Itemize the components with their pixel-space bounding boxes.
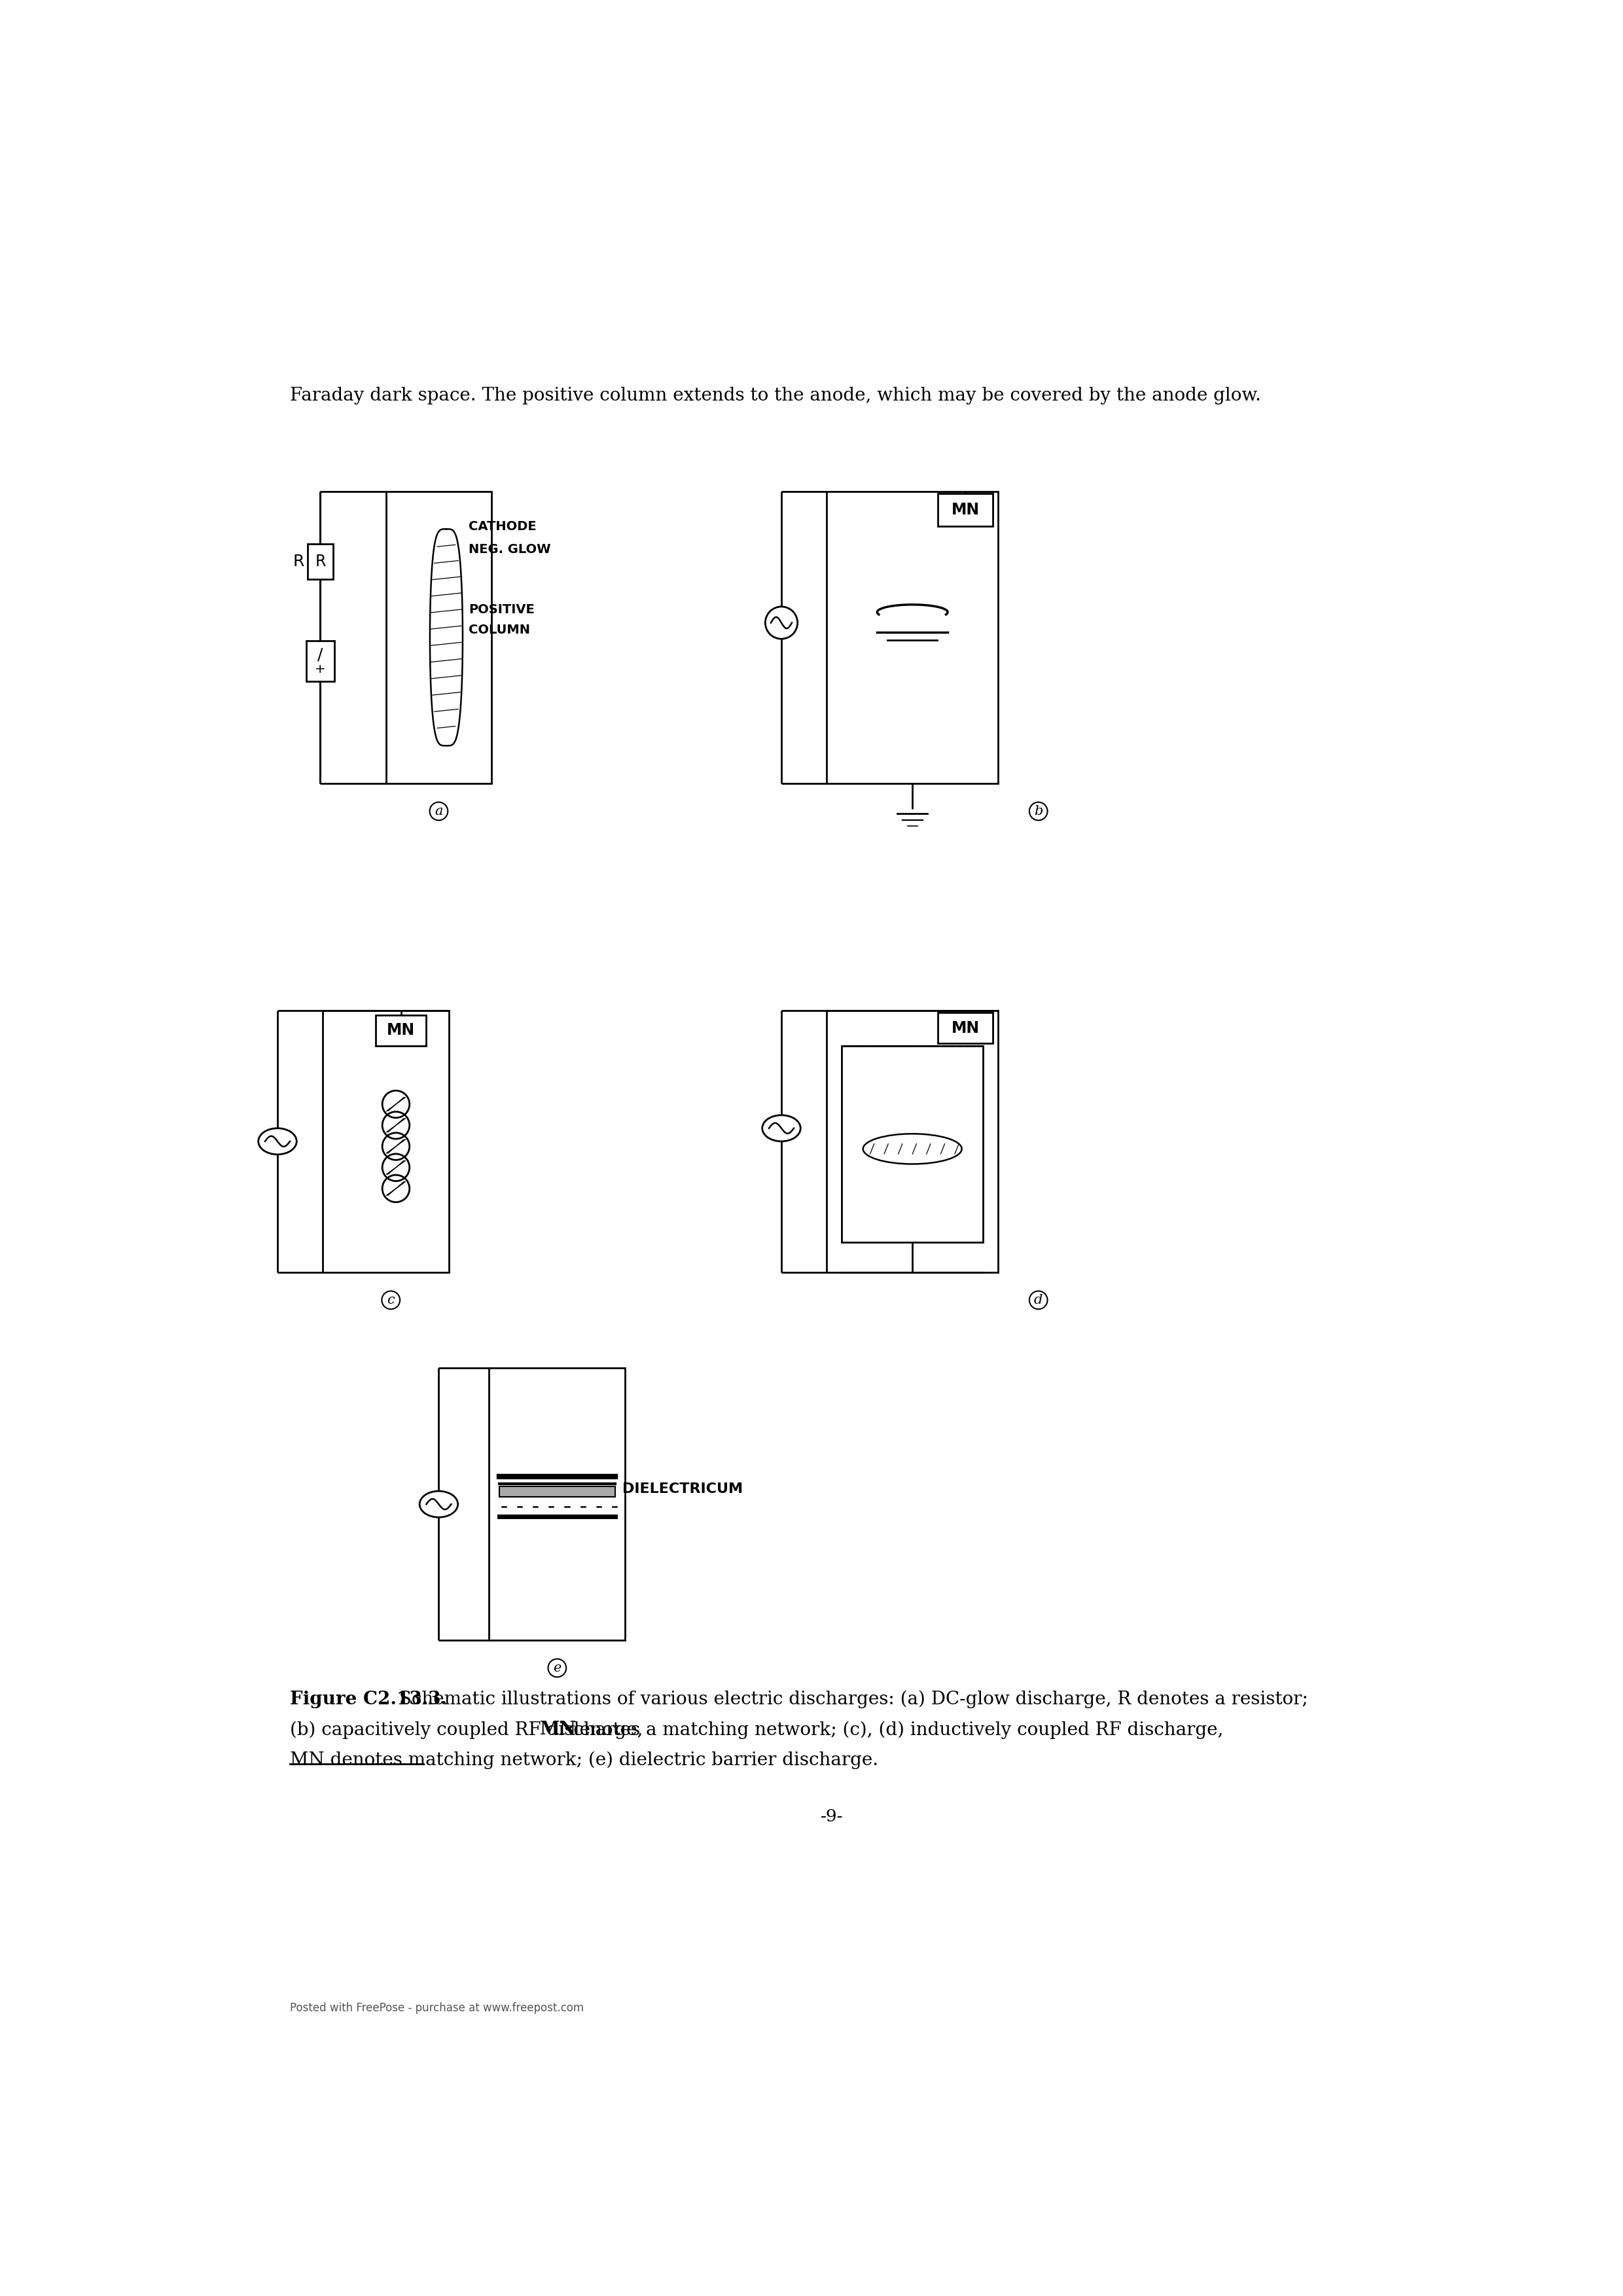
Text: R: R: [294, 553, 305, 569]
Text: MN: MN: [539, 1722, 576, 1738]
Bar: [938, 1013, 993, 1042]
Text: denotes a matching network; (c), (d) inductively coupled RF discharge,: denotes a matching network; (c), (d) ind…: [562, 1722, 1224, 1738]
Text: POSITIVE: POSITIVE: [469, 604, 534, 615]
Text: e: e: [553, 1662, 562, 1674]
Text: COLUMN: COLUMN: [469, 625, 531, 636]
Text: +: +: [315, 664, 326, 675]
Bar: [377, 1015, 427, 1045]
Text: R: R: [315, 553, 326, 569]
Bar: [842, 1045, 984, 1242]
Bar: [386, 491, 492, 783]
Text: MN: MN: [951, 503, 979, 519]
Text: -9-: -9-: [821, 1809, 842, 1825]
Bar: [489, 1368, 625, 1639]
Bar: [938, 494, 993, 526]
Text: NEG. GLOW: NEG. GLOW: [469, 542, 550, 556]
Text: Schematic illustrations of various electric discharges: (a) DC-glow discharge, R: Schematic illustrations of various elect…: [393, 1690, 1308, 1708]
Text: b: b: [1034, 806, 1042, 817]
Bar: [307, 641, 334, 682]
Text: /: /: [318, 647, 323, 664]
Text: Posted with FreePose - purchase at www.freepost.com: Posted with FreePose - purchase at www.f…: [291, 2002, 584, 2014]
Bar: [826, 491, 998, 783]
Text: (b) capacitively coupled RF discharge,: (b) capacitively coupled RF discharge,: [291, 1722, 649, 1738]
Bar: [323, 1010, 450, 1272]
Text: DIELECTRICUM: DIELECTRICUM: [623, 1483, 743, 1495]
Text: MN: MN: [386, 1022, 415, 1038]
Text: Faraday dark space. The positive column extends to the anode, which may be cover: Faraday dark space. The positive column …: [291, 386, 1261, 404]
Bar: [500, 1486, 615, 1497]
Text: CATHODE: CATHODE: [469, 521, 537, 533]
Polygon shape: [430, 528, 463, 746]
Text: MN denotes matching network; (e) dielectric barrier discharge.: MN denotes matching network; (e) dielect…: [291, 1752, 878, 1768]
Bar: [308, 544, 333, 579]
Bar: [826, 1010, 998, 1272]
Text: a: a: [435, 806, 443, 817]
Text: MN: MN: [951, 1019, 979, 1035]
Text: d: d: [1034, 1295, 1042, 1306]
Text: c: c: [386, 1295, 394, 1306]
Text: Figure C2.13.3.: Figure C2.13.3.: [291, 1690, 448, 1708]
